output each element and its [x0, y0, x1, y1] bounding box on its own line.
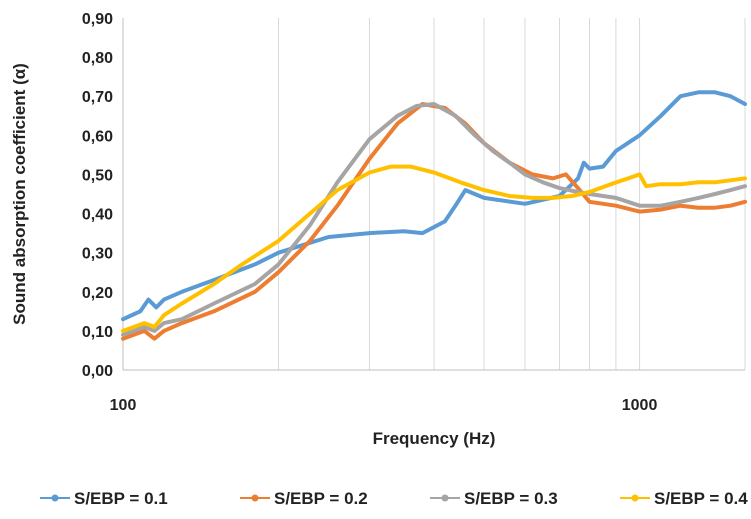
y-tick-label: 0,20 [82, 285, 113, 302]
y-tick-label: 0,70 [82, 89, 113, 106]
legend-marker [251, 494, 259, 502]
x-tick-label: 1000 [622, 397, 658, 414]
x-axis-tick-labels: 100 1000 [110, 397, 658, 414]
legend-marker [51, 494, 59, 502]
vertical-grid-lines [122, 18, 746, 371]
legend-marker [441, 494, 449, 502]
series-line-1 [121, 90, 747, 322]
x-tick-label: 100 [110, 397, 137, 414]
legend-item: S/EBP = 0.2 [240, 489, 368, 508]
legend-item: S/EBP = 0.3 [430, 489, 558, 508]
legend: S/EBP = 0.1 S/EBP = 0.2 S/EBP = 0.3 S/EBP =… [40, 489, 748, 508]
legend-label: S/EBP = 0.4 [654, 489, 748, 508]
y-axis-title: Sound absorption coefficient (α) [10, 63, 29, 325]
y-tick-label: 0,40 [82, 207, 113, 224]
series-line-3 [121, 102, 747, 337]
y-tick-label: 0,80 [82, 50, 113, 67]
y-tick-label: 0,60 [82, 128, 113, 145]
y-tick-label: 0,30 [82, 246, 113, 263]
x-axis-title: Frequency (Hz) [373, 429, 496, 448]
y-tick-label: 0,50 [82, 167, 113, 184]
legend-item: S/EBP = 0.1 [40, 489, 168, 508]
y-tick-label: 0,90 [82, 11, 113, 28]
legend-label: S/EBP = 0.1 [74, 489, 168, 508]
legend-label: S/EBP = 0.3 [464, 489, 558, 508]
series-line-4 [121, 164, 747, 333]
y-tick-label: 0,00 [82, 363, 113, 380]
legend-item: S/EBP = 0.4 [620, 489, 748, 508]
y-tick-label: 0,10 [82, 324, 113, 341]
series-lines [121, 90, 747, 341]
legend-marker [631, 494, 639, 502]
y-axis-tick-labels: 0,00 0,10 0,20 0,30 0,40 0,50 0,60 0,70 0,80 0,90 [82, 11, 113, 380]
legend-label: S/EBP = 0.2 [274, 489, 368, 508]
